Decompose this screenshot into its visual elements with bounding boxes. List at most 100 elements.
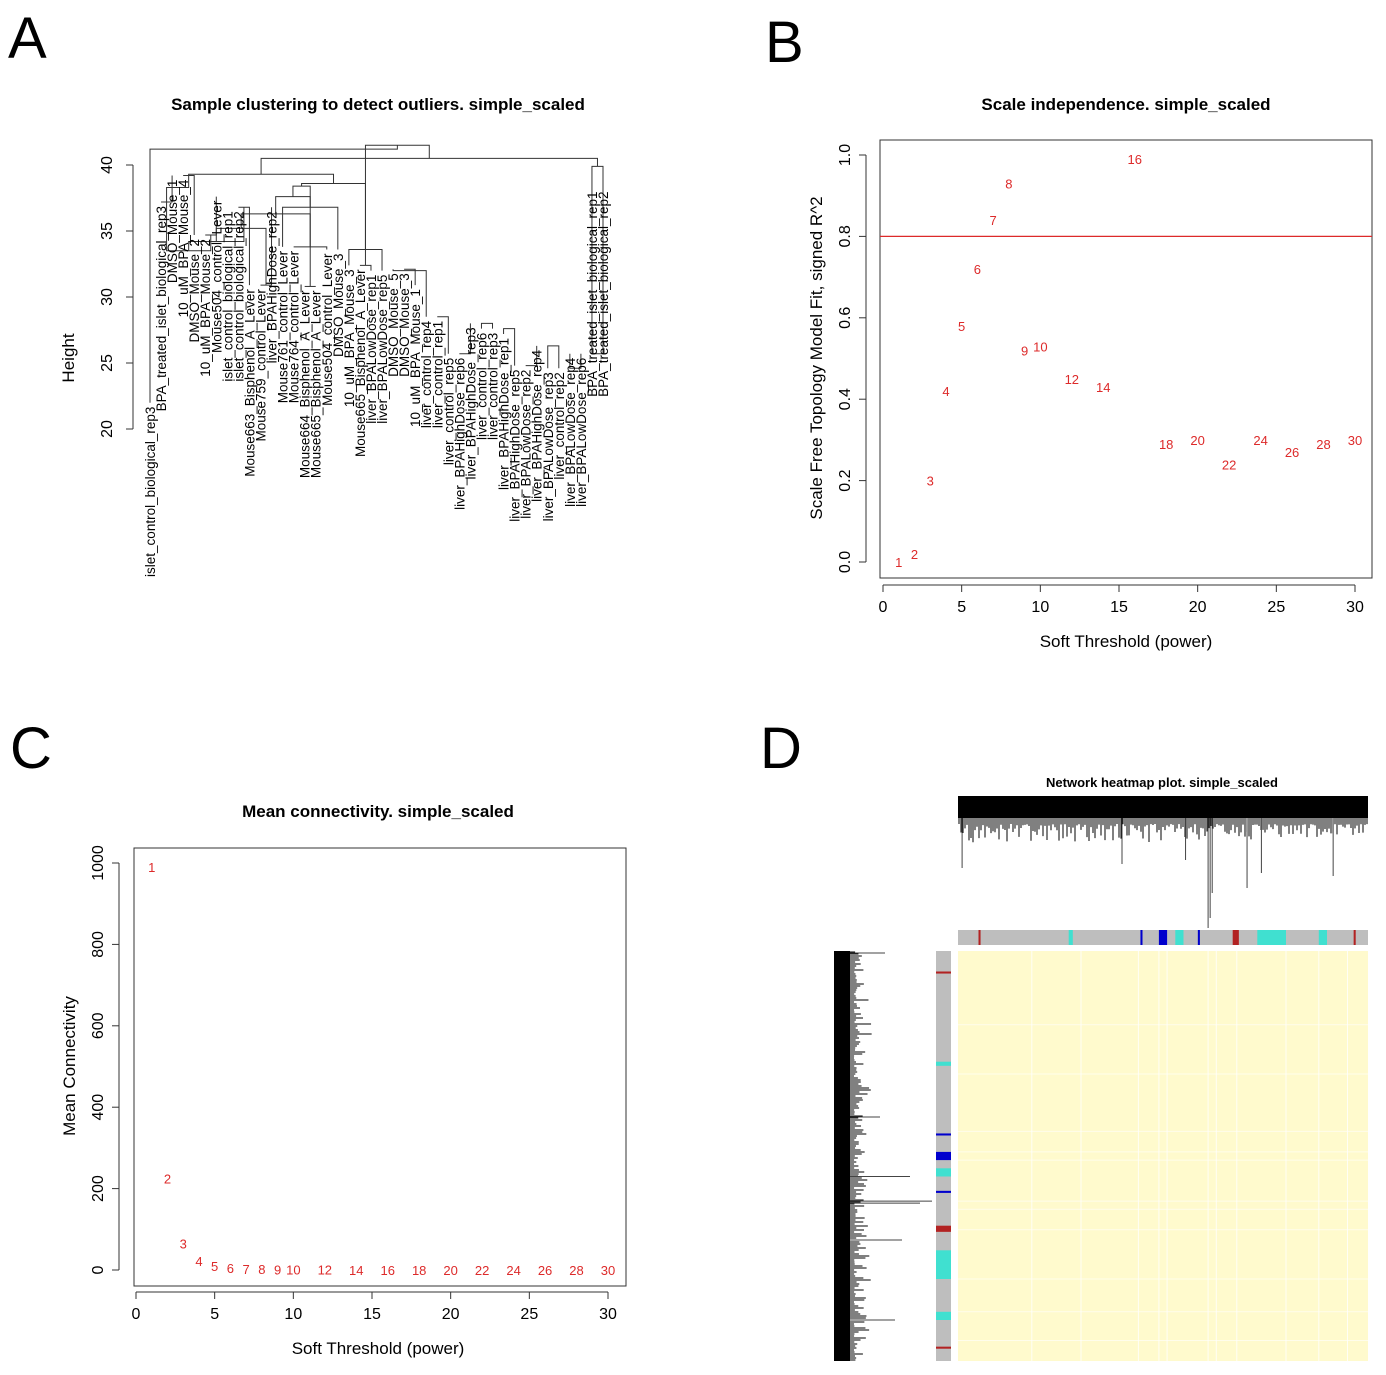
panel-d-left-module-band [936,1346,951,1349]
panel-b-points: 12 3 4 5 6 7 8 9 10 12 14 16 18 20 22 24 26 28 30 [895,152,1362,570]
panel-d-top-dendrogram [958,818,1368,928]
panel-a-merge [301,182,366,266]
panel-a-leaf-label: islet_control_biological_rep1 [220,211,235,381]
panel-a-leaf-label: BPA_treated_islet_biological_rep1 [585,191,600,396]
panel-d-left-module-colors [936,971,951,1349]
panel-a-leaf-label: liver_BPALowDose_rep3 [541,372,556,521]
panel-c-point-label: 6 [227,1261,234,1276]
panel-c-x-tick-label: 20 [442,1306,460,1323]
panel-c-title: Mean connectivity. simple_scaled [242,802,514,821]
panel-b-point-label: 18 [1159,437,1173,452]
panel-d-top-dendrogram-body [958,796,1368,818]
panel-d-top-module-band [1068,930,1073,945]
panel-a-merge [459,323,471,355]
panel-a-merge [404,268,416,286]
panel-c-point-label: 16 [380,1263,394,1278]
panel-c-y-tick-label: 600 [90,1012,107,1039]
panel-a-leaf-label: liver_control_rep2 [552,372,567,479]
panel-c-x-tick-label: 25 [520,1306,538,1323]
panel-a-y-tick-label: 30 [99,288,116,306]
panel-c-point-label: 5 [211,1259,218,1274]
panel-b-x-tick-label: 10 [1031,599,1049,616]
panel-c-point-label: 14 [349,1263,363,1278]
panel-a-leaf-label: liver_BPAHighDose_rep4 [530,349,545,502]
panel-a-leaf-label: liver_control_rep4 [419,320,434,428]
panel-a-leaf-label: 10_uM_BPA_Mouse_4 [176,179,191,317]
panel-a-leaf-label: liver_BPALowDose_rep6 [574,358,589,507]
panel-c-point-label: 22 [475,1263,489,1278]
panel-d-top-module-colors [978,930,1356,945]
panel-a-merge [392,269,427,317]
panel-b-point-label: 8 [1005,176,1012,191]
panel-b-ylabel: Scale Free Topology Model Fit, signed R^… [807,196,826,519]
panel-d-network-heatmap: Network heatmap plot. simple_scaled [834,775,1368,1361]
panel-b-point-label: 20 [1190,433,1204,448]
panel-c-x-tick-label: 5 [210,1306,219,1323]
panel-a-merge [591,165,604,188]
panel-a-leaf-label: liver_BPAHighDose_rep2 [265,211,280,363]
panel-d-top-module-band [1158,930,1168,945]
panel-a-leaf-label: DMSO_Mouse_1 [165,180,180,284]
panel-b-point-label: 16 [1127,152,1141,167]
panel-b-y-tick-label: 0.8 [837,225,854,247]
panel-b-x-tick-label: 15 [1110,599,1128,616]
panel-a-leaf-label: liver_BPAHighDose_rep5 [508,370,523,522]
panel-a-leaf-label: Mouse504_control_Lever [320,253,335,406]
panel-a-dendrogram: Sample clustering to detect outliers. si… [59,95,611,577]
panel-a-merge [293,246,328,250]
panel-b-point-label: 4 [942,384,949,399]
panel-b-point-label: 24 [1253,433,1267,448]
panel-c-point-label: 18 [412,1263,426,1278]
panel-c-point-label: 20 [443,1263,457,1278]
panel-letter-a: A [8,6,47,71]
panel-a-y-tick-label: 20 [99,420,116,438]
panel-b-point-label: 5 [958,319,965,334]
panel-letter-c: C [10,716,52,781]
panel-d-top-module-band [1353,930,1356,945]
panel-a-leaf-label: liver_control_rep1 [430,321,445,428]
panel-a-leaf-label: BPA_treated_islet_biological_rep2 [596,191,611,396]
panel-b-xlabel: Soft Threshold (power) [1040,632,1213,651]
panel-c-x-tick-label: 30 [599,1306,617,1323]
panel-c-mean-connectivity: Mean connectivity. simple_scaled Soft Th… [60,802,627,1358]
panel-a-leaf-label: liver_BPALowDose_rep5 [375,275,390,424]
panel-b-point-label: 2 [911,547,918,562]
panel-b-point-label: 1 [895,555,902,570]
panel-a-leaf-label: islet_control_biological_rep3 [143,407,158,577]
panel-b-x-tick-label: 30 [1346,599,1364,616]
panel-c-y-tick-label: 400 [90,1094,107,1121]
panel-a-merge [437,316,449,354]
panel-b-point-label: 26 [1285,445,1299,460]
panel-c-plot-frame [133,847,627,1287]
panel-c-x-tick-label: 15 [363,1306,381,1323]
panel-b-point-label: 6 [974,262,981,277]
panel-c-y-tick-label: 1000 [90,845,107,881]
panel-a-merge [238,206,250,286]
panel-c-point-label: 9 [274,1263,281,1278]
panel-d-heatmap-gridlines [958,951,1368,1361]
panel-c-point-label: 30 [601,1263,615,1278]
panel-d-top-module-band [1318,930,1327,945]
panel-a-y-tick-label: 40 [99,156,116,174]
panel-a-merge [547,345,560,369]
panel-b-y-tick-label: 0.6 [837,307,854,329]
panel-b-plot-frame [879,139,1373,579]
panel-c-point-label: 24 [506,1263,520,1278]
panel-c-x-tick-label: 10 [284,1306,302,1323]
panel-b-axes: 0 5 10 15 20 25 300.00.20.40.60.81.0 [837,144,1364,616]
panel-a-ylabel: Height [59,333,78,382]
panel-d-left-module-band [936,1250,951,1279]
panel-a-leaf-label: 10_uM_BPA_Mouse_2 [198,239,213,377]
panel-d-left-module-band [936,971,951,974]
panel-b-title: Scale independence. simple_scaled [981,95,1270,114]
panel-a-merge [275,196,311,247]
panel-b-x-tick-label: 20 [1189,599,1207,616]
panel-b-point-label: 3 [927,474,934,489]
panel-a-leaf-label: DMSO_Mouse_2 [187,239,202,343]
panel-a-leaf-labels: islet_control_biological_rep3 BPA_treated… [143,179,611,577]
panel-c-point-label: 3 [180,1237,187,1252]
panel-a-leaf-label: liver_BPAHighDose_rep6 [452,358,467,510]
panel-c-point-label: 4 [195,1254,202,1269]
